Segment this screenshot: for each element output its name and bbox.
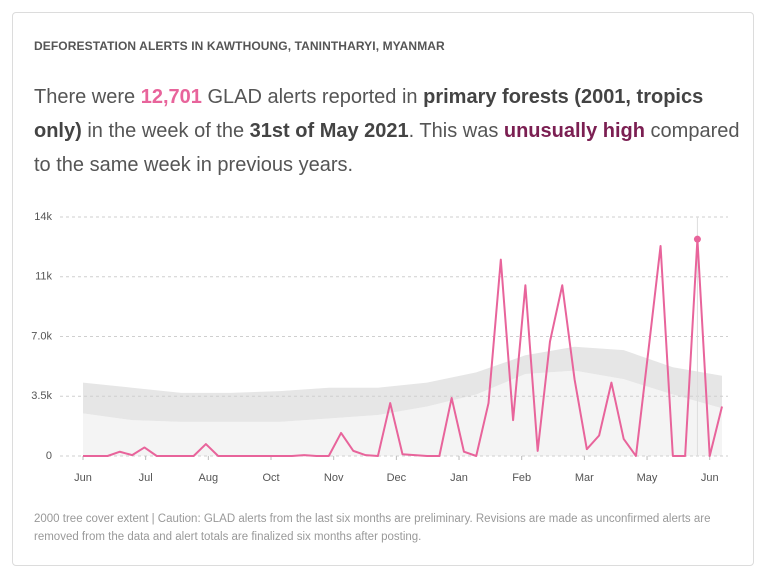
normal-range-band	[83, 346, 722, 422]
x-tick-label: Mar	[575, 472, 594, 484]
sentence-part: compared to the same week in previous ye…	[34, 120, 740, 176]
y-tick-label: 3.5k	[31, 390, 52, 402]
highlight-dot	[693, 235, 701, 243]
x-tick-label: Aug	[199, 472, 219, 484]
widget-title: DEFORESTATION ALERTS IN KAWTHOUNG, TANIN…	[34, 39, 445, 53]
x-tick-label: May	[637, 472, 658, 484]
x-tick-label: Jun	[74, 472, 92, 484]
x-tick-label: Oct	[262, 472, 279, 484]
y-tick-label: 14k	[34, 211, 52, 223]
sentence-part: 12,701	[140, 86, 202, 108]
x-tick-label: Dec	[387, 472, 407, 484]
sentence-part: There were	[34, 86, 141, 108]
sentence-part: primary forests (2001, tropics only)	[34, 86, 704, 142]
x-tick-label: Jun	[701, 472, 719, 484]
alerts-line	[83, 238, 723, 457]
x-tick-label: Jul	[139, 472, 153, 484]
y-tick-label: 0	[46, 450, 52, 462]
sentence-part: 31st of May 2021	[249, 120, 409, 142]
widget-card	[12, 12, 754, 566]
sentence-part: unusually high	[503, 120, 645, 142]
footnote: 2000 tree cover extent | Caution: GLAD a…	[34, 513, 711, 543]
sentence-part: . This was	[408, 120, 504, 142]
y-tick-label: 11k	[35, 271, 52, 283]
summary-sentence: There were 12,701 GLAD alerts reported i…	[34, 80, 744, 182]
y-tick-label: 7.0k	[31, 330, 52, 342]
sentence-part: GLAD alerts reported in	[201, 86, 424, 108]
x-tick-label: Nov	[324, 472, 344, 484]
sentence-part: in the week of the	[81, 120, 250, 142]
band-below	[83, 370, 722, 456]
x-tick-label: Feb	[512, 472, 531, 484]
x-tick-label: Jan	[450, 472, 468, 484]
